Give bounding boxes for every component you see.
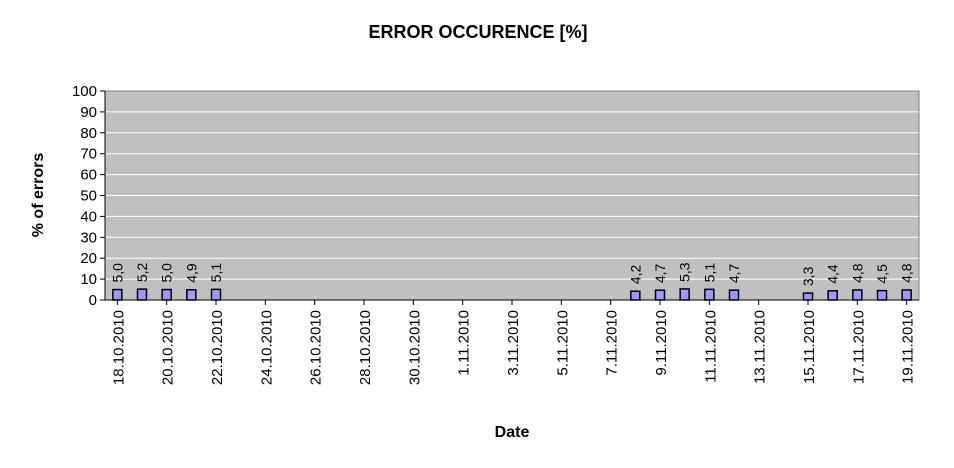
- bar: [161, 288, 172, 301]
- data-label: 5,3: [677, 262, 693, 282]
- x-tick-label: 28.10.2010: [357, 310, 374, 385]
- bar: [210, 288, 222, 301]
- x-tick-label: 7.11.2010: [604, 310, 621, 376]
- x-tick-label: 5.11.2010: [554, 310, 571, 376]
- bar: [679, 288, 690, 301]
- x-tick-label: 17.11.2010: [850, 310, 867, 384]
- y-axis: 0 10 20 30 40 50 60 70 80 90 100: [72, 83, 106, 309]
- data-label: 4,2: [627, 265, 643, 285]
- x-tick-label: 15.11.2010: [801, 310, 818, 384]
- x-tick-label: 26.10.2010: [308, 310, 325, 385]
- bar: [876, 289, 888, 301]
- bar: [802, 292, 814, 301]
- bar: [112, 288, 123, 301]
- data-label: 4,8: [899, 263, 915, 283]
- data-label: 5,1: [208, 263, 224, 283]
- chart-title: ERROR OCCURENCE [%]: [368, 22, 587, 42]
- y-tick-label: 30: [80, 229, 97, 246]
- y-axis-title: % of errors: [30, 153, 47, 238]
- bar: [728, 289, 740, 301]
- x-axis: 18.10.2010 20.10.2010 22.10.2010 24.10.2010…: [105, 299, 919, 385]
- x-tick-label: 20.10.2010: [160, 310, 177, 385]
- y-tick-label: 40: [80, 208, 97, 225]
- data-label: 4,4: [825, 264, 841, 284]
- x-tick-label: 19.11.2010: [900, 310, 917, 384]
- bar: [901, 289, 912, 301]
- y-tick-label: 100: [72, 83, 97, 100]
- data-label: 4,9: [183, 263, 199, 283]
- y-tick-label: 0: [89, 292, 97, 309]
- x-axis-title: Date: [495, 424, 530, 441]
- bar: [704, 288, 715, 301]
- data-label: 5,0: [159, 263, 175, 283]
- data-label: 5,0: [109, 263, 125, 283]
- data-label: 4,8: [849, 263, 865, 283]
- y-tick-label: 60: [80, 167, 97, 184]
- bar: [186, 289, 197, 301]
- y-tick-label: 10: [80, 271, 97, 288]
- y-tick-label: 20: [80, 250, 97, 267]
- bar: [136, 288, 148, 301]
- x-tick-label: 18.10.2010: [110, 310, 127, 385]
- bar: [630, 290, 641, 301]
- x-tick-label: 24.10.2010: [258, 310, 275, 385]
- x-tick-label: 11.11.2010: [702, 310, 719, 383]
- x-tick-label: 9.11.2010: [653, 310, 670, 376]
- y-tick-label: 80: [80, 125, 97, 142]
- x-tick-label: 13.11.2010: [752, 310, 769, 384]
- data-label: 5,1: [701, 263, 717, 283]
- bar: [654, 289, 666, 301]
- x-tick-label: 30.10.2010: [406, 310, 423, 385]
- data-label: 3,3: [800, 266, 816, 286]
- bar: [827, 290, 838, 301]
- data-label: 4,7: [726, 264, 742, 284]
- data-label: 4,5: [874, 264, 890, 284]
- y-tick-label: 70: [80, 146, 97, 163]
- data-label: 4,7: [652, 264, 668, 284]
- y-tick-label: 90: [80, 104, 97, 121]
- x-tick-label: 1.11.2010: [456, 310, 473, 376]
- x-tick-label: 3.11.2010: [505, 310, 522, 376]
- y-tick-label: 50: [80, 188, 97, 205]
- bar: [852, 289, 863, 301]
- x-tick-label: 22.10.2010: [209, 310, 226, 385]
- plot-area: 5,0 5,2 5,0 4,9 5,1 4,2 4,7 5,3 5,1 4,7 3,3 4,4 4,8 4…: [104, 90, 920, 301]
- data-label: 5,2: [134, 262, 150, 282]
